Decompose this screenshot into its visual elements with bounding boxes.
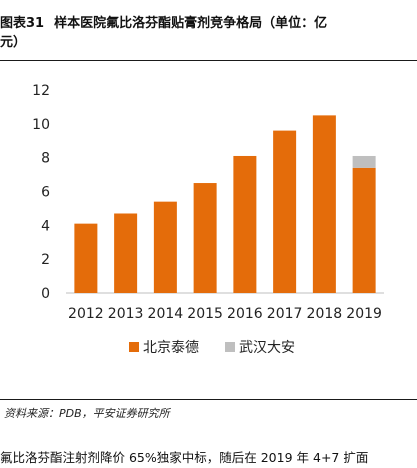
bar-2015-series-1 bbox=[193, 183, 217, 293]
y-tick-label: 6 bbox=[41, 185, 50, 201]
source-divider bbox=[0, 399, 417, 400]
x-tick-label: 2012 bbox=[68, 306, 104, 322]
y-tick-label: 2 bbox=[41, 252, 50, 268]
figure-title: 图表31 样本医院氟比洛芬酯贴膏剂竞争格局（单位：亿 元） bbox=[0, 14, 417, 52]
bar-2019-series-1 bbox=[352, 167, 376, 293]
bar-2012-series-1 bbox=[74, 223, 98, 293]
bar-2017-series-1 bbox=[273, 130, 297, 293]
bar-2013-series-1 bbox=[114, 213, 138, 293]
title-divider bbox=[0, 60, 417, 61]
legend-label: 武汉大安 bbox=[239, 340, 295, 356]
legend-label: 北京泰德 bbox=[143, 340, 199, 356]
x-tick-label: 2019 bbox=[346, 306, 382, 322]
y-tick-label: 12 bbox=[32, 83, 50, 99]
x-tick-label: 2017 bbox=[267, 306, 303, 322]
bar-2019-series-2 bbox=[352, 155, 376, 168]
source-note: 资料来源：PDB，平安证券研究所 bbox=[4, 407, 170, 420]
legend-swatch bbox=[225, 342, 235, 352]
x-tick-label: 2014 bbox=[148, 306, 184, 322]
x-tick-label: 2015 bbox=[187, 306, 223, 322]
bar-2016-series-1 bbox=[233, 155, 257, 293]
x-tick-label: 2016 bbox=[227, 306, 263, 322]
body-text: 氟比洛芬酯注射剂降价 65%独家中标，随后在 2019 年 4+7 扩面 bbox=[0, 450, 369, 465]
y-tick-label: 10 bbox=[32, 117, 50, 133]
figure-label: 图表31 bbox=[0, 16, 45, 31]
y-tick-label: 0 bbox=[41, 286, 50, 302]
bar-2014-series-1 bbox=[153, 201, 177, 293]
figure-title-line-2: 元） bbox=[0, 35, 27, 50]
y-tick-label: 8 bbox=[41, 151, 50, 167]
figure-title-line-1: 样本医院氟比洛芬酯贴膏剂竞争格局（单位：亿 bbox=[54, 16, 328, 31]
bar-2018-series-1 bbox=[312, 115, 336, 293]
y-tick-label: 4 bbox=[41, 218, 50, 234]
legend-swatch bbox=[129, 342, 139, 352]
x-tick-label: 2018 bbox=[307, 306, 343, 322]
x-tick-label: 2013 bbox=[108, 306, 144, 322]
stacked-bar-chart: 0 2 4 6 8 10 12 2012 2013 2014 2015 2016 2017 2018 201… bbox=[32, 83, 384, 356]
